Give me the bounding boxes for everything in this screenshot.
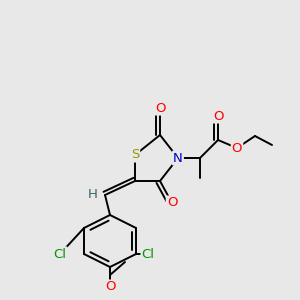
Text: O: O xyxy=(155,101,165,115)
Text: N: N xyxy=(173,152,183,164)
Text: O: O xyxy=(213,110,223,122)
Text: O: O xyxy=(167,196,177,209)
Text: Cl: Cl xyxy=(142,248,154,260)
Text: O: O xyxy=(105,280,115,293)
Text: Cl: Cl xyxy=(53,248,67,260)
Text: O: O xyxy=(232,142,242,154)
Text: H: H xyxy=(88,188,98,202)
Text: S: S xyxy=(131,148,139,161)
